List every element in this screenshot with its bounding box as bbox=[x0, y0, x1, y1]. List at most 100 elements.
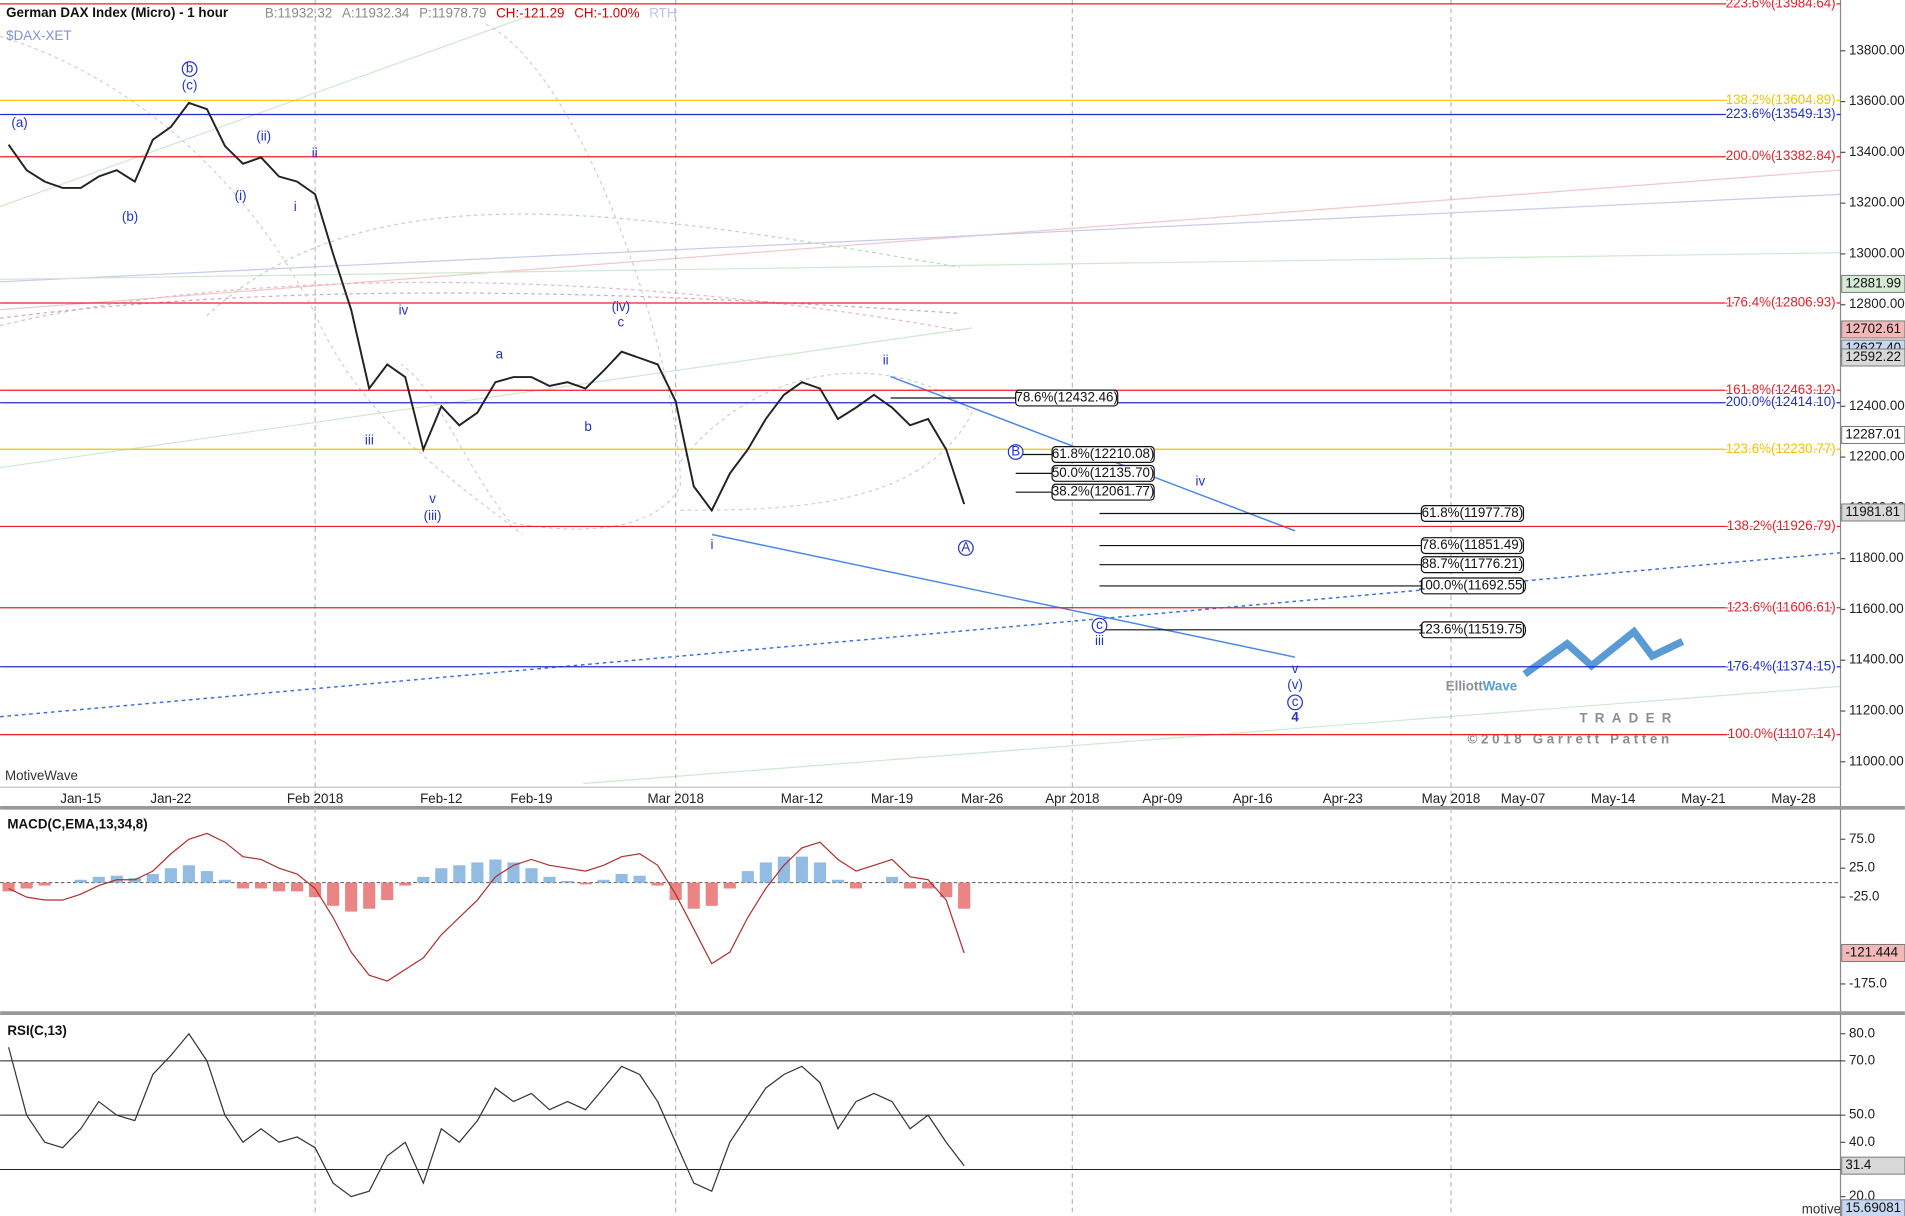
histogram-bar bbox=[940, 882, 953, 898]
histogram-bar bbox=[146, 873, 159, 883]
y-tick-label: 13400.00 bbox=[1849, 144, 1905, 159]
watermark-brand: ElliottWave bbox=[1446, 678, 1518, 693]
fib-level-label: 123.6%(11606.61) bbox=[1727, 599, 1836, 614]
price-tag-label: 12287.01 bbox=[1845, 427, 1901, 442]
histogram-bar bbox=[272, 882, 286, 892]
fib-level-label: 138.2%(11926.79) bbox=[1727, 518, 1836, 533]
y-tick-label: 13600.00 bbox=[1849, 93, 1905, 108]
fib-level-label: 123.6%(12230.77) bbox=[1726, 441, 1836, 456]
bollinger-band bbox=[400, 23, 681, 530]
wave-label: i bbox=[294, 199, 297, 214]
x-tick-label: Apr 2018 bbox=[1045, 791, 1099, 806]
data-line bbox=[8, 832, 965, 982]
x-tick-label: May 2018 bbox=[1422, 791, 1481, 806]
retracement-label: 38.2%(12061.77) bbox=[1052, 484, 1155, 499]
histogram-bar bbox=[922, 882, 935, 889]
data-line bbox=[7, 101, 966, 513]
histogram-bar bbox=[561, 880, 574, 883]
wave-label: (iv) bbox=[612, 299, 631, 314]
histogram-bar bbox=[471, 862, 484, 883]
y-tick-label: 40.0 bbox=[1849, 1134, 1875, 1149]
histogram-bar bbox=[741, 871, 754, 883]
moving-average bbox=[0, 281, 960, 332]
wave-label: 4 bbox=[1291, 710, 1299, 725]
histogram-bar bbox=[849, 882, 863, 889]
y-tick-label: 12400.00 bbox=[1849, 398, 1905, 413]
histogram-bar bbox=[904, 882, 917, 889]
wave-label: c bbox=[1096, 617, 1103, 632]
price-tag-label: 15.69081 bbox=[1845, 1200, 1901, 1215]
panel-title: RSI(C,13) bbox=[7, 1023, 66, 1038]
price-tag-label: 31.4 bbox=[1845, 1157, 1872, 1172]
wave-label: (ii) bbox=[256, 129, 271, 144]
histogram-bar bbox=[254, 882, 268, 889]
histogram-bar bbox=[345, 882, 358, 912]
histogram-bar bbox=[20, 882, 33, 889]
wave-label: c bbox=[1292, 694, 1299, 709]
wave-label: v bbox=[429, 491, 436, 506]
x-tick-label: Apr-09 bbox=[1142, 791, 1182, 806]
logo-wave bbox=[1522, 626, 1685, 678]
y-tick-label: -25.0 bbox=[1849, 889, 1879, 904]
histogram-bar bbox=[291, 882, 304, 892]
histogram-bar bbox=[489, 859, 502, 883]
fib-level-label: 176.4%(11374.15) bbox=[1727, 658, 1836, 673]
retracement-box bbox=[1051, 464, 1155, 482]
x-tick-label: Mar-26 bbox=[961, 791, 1003, 806]
histogram-bar bbox=[813, 862, 827, 883]
y-tick-label: 75.0 bbox=[1849, 831, 1875, 846]
moving-average bbox=[0, 292, 960, 319]
wave-label: c bbox=[618, 315, 625, 330]
histogram-bar bbox=[705, 882, 718, 906]
histogram-bar bbox=[236, 882, 250, 889]
price-tag-label: 12881.99 bbox=[1845, 275, 1901, 290]
x-tick-label: Jan-15 bbox=[60, 791, 101, 806]
fib-level-label: 100.0%(11107.14) bbox=[1728, 726, 1836, 741]
y-tick-label: 11400.00 bbox=[1849, 652, 1904, 667]
histogram-bar bbox=[651, 882, 664, 886]
histogram-bar bbox=[2, 882, 15, 892]
histogram-bar bbox=[453, 865, 466, 883]
wave-label: iii bbox=[1095, 633, 1104, 648]
x-tick-label: Mar 2018 bbox=[647, 791, 703, 806]
trend-line bbox=[711, 533, 1296, 658]
wave-circle bbox=[1287, 694, 1303, 711]
histogram-bar bbox=[38, 882, 51, 886]
y-tick-label: 80.0 bbox=[1849, 1025, 1875, 1040]
retracement-label: 88.7%(11776.21) bbox=[1422, 556, 1524, 571]
retracement-label: 78.6%(11851.49) bbox=[1422, 537, 1524, 552]
x-tick-label: May-07 bbox=[1501, 791, 1546, 806]
histogram-bar bbox=[363, 882, 376, 909]
price-tag-label: 11981.81 bbox=[1845, 504, 1900, 519]
retracement-label: 61.8%(11977.78) bbox=[1422, 505, 1524, 520]
wave-circle bbox=[1091, 617, 1108, 634]
wave-circle bbox=[957, 540, 974, 556]
channel-line bbox=[0, 193, 1841, 283]
histogram-bar bbox=[759, 862, 772, 883]
data-line bbox=[8, 1032, 965, 1198]
y-tick-label: 11000.00 bbox=[1849, 753, 1904, 768]
x-tick-label: Mar-19 bbox=[871, 791, 913, 806]
fib-level-label: 200.0%(12414.10) bbox=[1726, 394, 1836, 409]
histogram-bar bbox=[399, 882, 412, 886]
y-tick-label: 25.0 bbox=[1849, 860, 1875, 875]
histogram-bar bbox=[543, 876, 556, 883]
platform: MotiveWave bbox=[5, 768, 78, 783]
quote-item: B:11932.32 bbox=[265, 5, 332, 20]
y-tick-label: 13200.00 bbox=[1849, 195, 1905, 210]
wave-label: (iii) bbox=[424, 508, 442, 523]
x-tick-label: Jan-22 bbox=[150, 791, 191, 806]
wave-label: b bbox=[584, 419, 591, 434]
wave-label: B bbox=[1011, 444, 1020, 459]
watermark-copyright: ©2018 Garrett Patten bbox=[1468, 731, 1673, 746]
quote-item: P:11978.79 bbox=[419, 5, 486, 20]
watermark-sub: TRADER bbox=[1579, 711, 1678, 726]
histogram-bar bbox=[633, 875, 646, 883]
histogram-bar bbox=[92, 876, 105, 883]
wave-label: v bbox=[1292, 661, 1299, 676]
x-tick-label: Feb 2018 bbox=[287, 791, 343, 806]
fib-level-label: 176.4%(12806.93) bbox=[1726, 294, 1836, 309]
histogram-bar bbox=[597, 879, 610, 883]
wave-circle bbox=[181, 61, 198, 77]
